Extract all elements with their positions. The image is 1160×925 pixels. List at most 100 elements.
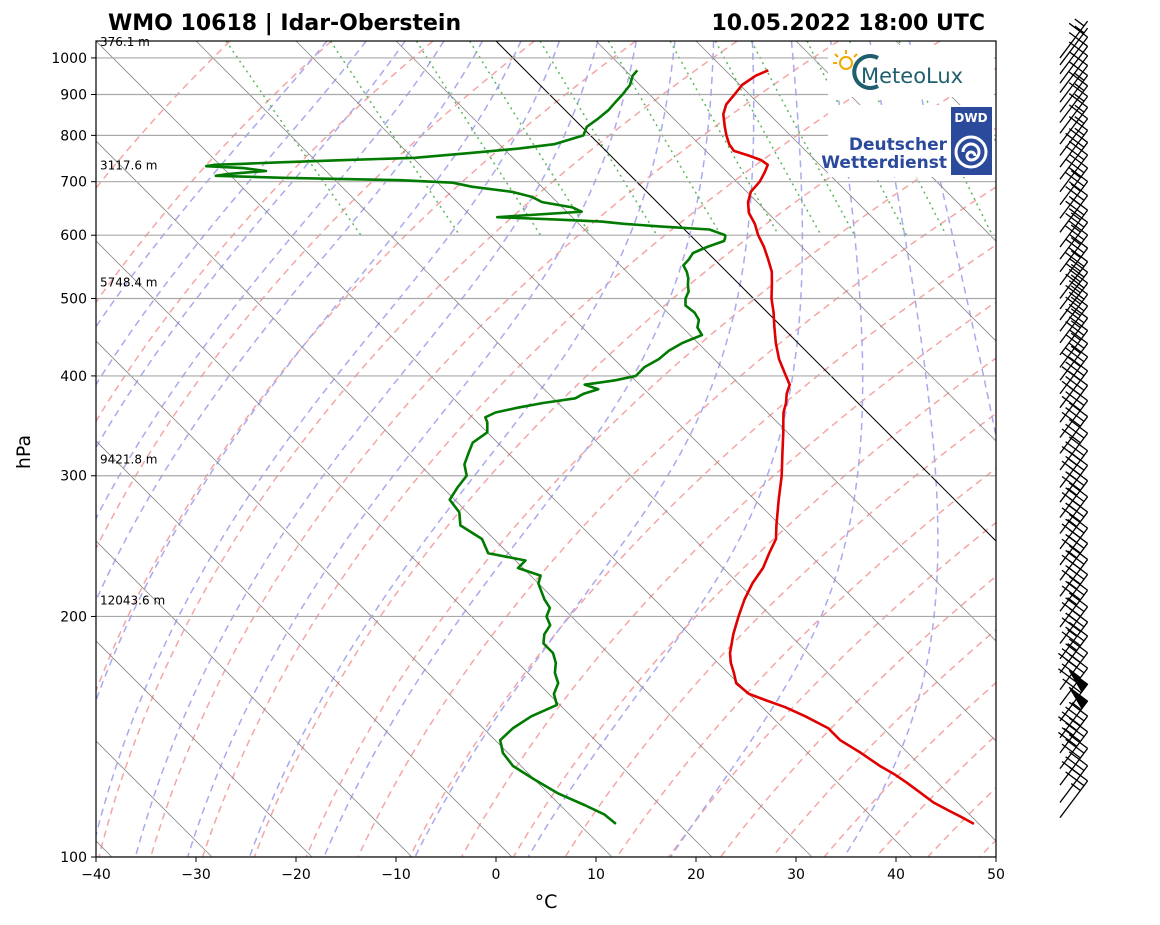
wind-barb-flag (1068, 402, 1088, 418)
wind-barb-flag (1061, 743, 1081, 759)
wind-barb (1059, 402, 1089, 454)
wind-barb-flag (1068, 41, 1088, 57)
wind-barb-halfflag (1070, 250, 1081, 259)
dry-adiabat-line (460, 301, 996, 857)
wind-barb-halfflag (1070, 332, 1081, 341)
wind-barb-flag (1058, 668, 1078, 684)
wind-barb-flag (1068, 22, 1088, 38)
dry-adiabat-line (98, 41, 738, 857)
dwd-text-line1: Deutscher (849, 135, 948, 155)
wind-barb-shaft (1059, 731, 1089, 770)
wind-barb-flag (1065, 612, 1085, 628)
wind-barb-flag (1068, 71, 1088, 87)
moist-adiabat-line (843, 41, 939, 857)
wind-barb-flag (1068, 342, 1088, 358)
wind-barb-flag (1061, 411, 1081, 427)
wind-barb-flag (1068, 233, 1088, 249)
wind-barb (1059, 497, 1089, 550)
height-label: 376.1 m (100, 35, 150, 49)
wind-barb-halfflag (1070, 345, 1081, 354)
wind-barb-flag (1068, 82, 1088, 97)
wind-barb-shaft (1059, 416, 1089, 454)
wind-barb-flag (1068, 316, 1088, 332)
dry-adiabat-line (149, 41, 840, 857)
mixing-ratio-line (669, 41, 780, 236)
wind-barb-flag (1068, 766, 1088, 782)
wind-barb-shaft (1059, 370, 1089, 409)
mixing-ratio-line (714, 41, 822, 236)
wind-barb-flag (1065, 518, 1085, 534)
wind-barb-pennant (1068, 686, 1089, 710)
wind-barb-flag (1065, 533, 1085, 549)
wind-barb-halfflag (1070, 263, 1081, 272)
wind-barb-flag (1061, 428, 1081, 444)
wind-barb-flag (1061, 585, 1081, 601)
wind-barb-flag (1068, 257, 1088, 273)
moist-adiabat-line (323, 41, 715, 857)
wind-barb-flag (1065, 423, 1085, 439)
meteolux-swoosh-icon (852, 54, 879, 90)
wind-barb-flag (1065, 200, 1085, 216)
wind-barb-flag (1065, 502, 1085, 518)
wind-barb (1059, 18, 1089, 59)
wind-barb-flag (1068, 482, 1088, 498)
wind-barb (1058, 717, 1089, 770)
wind-barb-shaft (1059, 20, 1089, 59)
wind-barb-halfflag (1074, 116, 1085, 124)
wind-barb-shaft (1059, 305, 1089, 344)
wind-barb-flag (1065, 391, 1085, 406)
y-tick-label: 600 (60, 228, 87, 244)
wind-barb-flag (1061, 395, 1081, 411)
wind-barb (1059, 621, 1089, 674)
datetime-title: 10.05.2022 18:00 UTC (711, 11, 985, 36)
dry-adiabat-line (409, 244, 996, 857)
wind-barb-shaft (1059, 635, 1089, 674)
isotherm-line (0, 41, 12, 857)
wind-barb-flag (1065, 626, 1085, 642)
isotherm-line (96, 540, 413, 857)
wind-barb-flag (1068, 51, 1088, 67)
dwd-spiral-icon (954, 135, 988, 169)
wind-barb-flag (1065, 145, 1085, 161)
wind-barb-halfflag (1070, 308, 1081, 317)
wind-barb (1059, 247, 1089, 299)
wind-barb-flag (1068, 701, 1088, 717)
wind-barb-flag (1065, 308, 1085, 324)
wind-barb-flag (1058, 731, 1078, 747)
wind-barb-flag (1065, 643, 1085, 659)
wind-barb-halfflag (1070, 783, 1081, 791)
mixing-ratio-line (415, 41, 542, 236)
wind-barb (1059, 529, 1089, 581)
y-tick-label: 1000 (51, 51, 87, 67)
wind-barb (1059, 208, 1089, 260)
wind-barb-shaft (1059, 96, 1089, 134)
wind-barb-flag (1068, 220, 1088, 236)
dry-adiabat-line (357, 186, 996, 857)
wind-barb-flag (1068, 280, 1088, 295)
wind-barb-halfflag (1070, 212, 1081, 221)
isotherm-line (96, 140, 813, 857)
wind-barb (1059, 82, 1089, 134)
wind-barb-flag (1065, 597, 1085, 613)
wind-barb-halfflag (1070, 183, 1081, 192)
wind-barb-flag (1068, 61, 1088, 77)
wind-barb-flag (1068, 717, 1088, 733)
x-tick-label: 20 (687, 867, 705, 883)
wind-barb-shaft (1059, 450, 1089, 488)
wind-barb-flag (1068, 329, 1088, 344)
sun-icon (833, 50, 858, 70)
wind-barb-flag (1068, 607, 1088, 623)
wind-barb-flag (1065, 771, 1085, 787)
wind-barb-flag (1065, 549, 1085, 565)
wind-barb-shaft (1059, 294, 1089, 332)
wind-barb-halfflag (1067, 597, 1078, 606)
wind-barb-shaft (1059, 747, 1089, 786)
wind-barb-halfflag (1070, 320, 1081, 329)
dry-adiabat-line (96, 41, 535, 550)
meteolux-logo: MeteoLux (828, 45, 994, 97)
height-label: 9421.8 m (100, 453, 158, 467)
profile-series (204, 69, 975, 826)
dry-adiabat-line (305, 127, 996, 857)
wind-barb-halfflag (1067, 643, 1078, 651)
isotherm-line (395, 41, 996, 642)
